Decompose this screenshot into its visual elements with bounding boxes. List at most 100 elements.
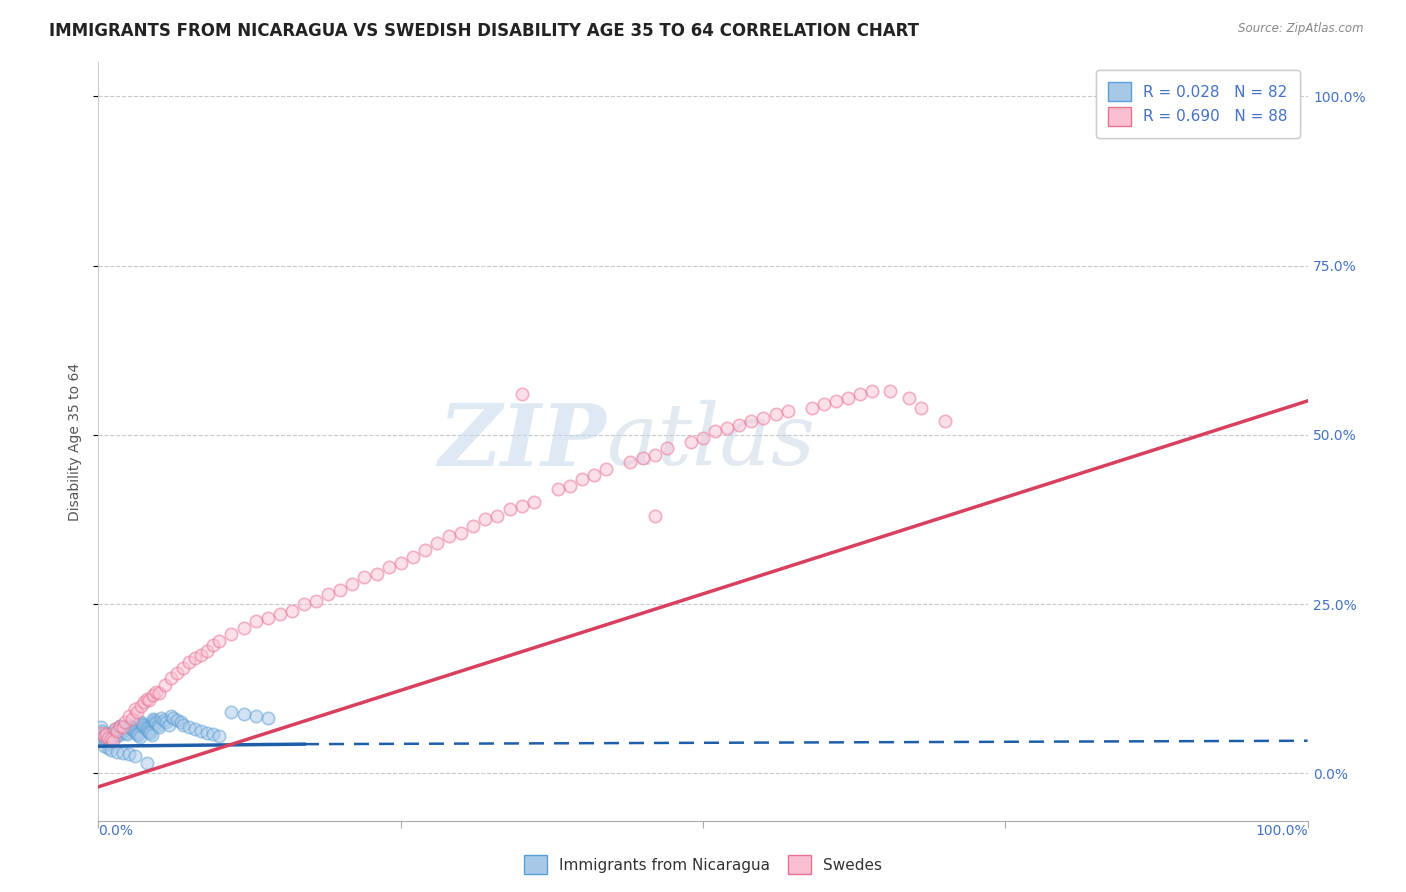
Point — [402, 549, 425, 564]
Point — [245, 614, 267, 628]
Point — [100, 742, 122, 756]
Point — [138, 725, 160, 739]
Point — [179, 655, 201, 669]
Point — [208, 634, 231, 648]
Point — [91, 725, 114, 739]
Point — [353, 570, 375, 584]
Point — [202, 638, 225, 652]
Point — [134, 695, 156, 709]
Point — [104, 723, 127, 737]
Point — [103, 731, 125, 745]
Legend: Immigrants from Nicaragua, Swedes: Immigrants from Nicaragua, Swedes — [517, 849, 889, 880]
Point — [825, 393, 848, 408]
Point — [160, 708, 183, 723]
Point — [100, 728, 122, 742]
Point — [426, 536, 449, 550]
Text: Source: ZipAtlas.com: Source: ZipAtlas.com — [1239, 22, 1364, 36]
Point — [437, 529, 460, 543]
Point — [135, 756, 157, 770]
Point — [704, 425, 727, 439]
Point — [105, 723, 128, 738]
Point — [93, 729, 115, 743]
Point — [450, 525, 472, 540]
Point — [146, 717, 169, 731]
Point — [190, 724, 212, 739]
Text: IMMIGRANTS FROM NICARAGUA VS SWEDISH DISABILITY AGE 35 TO 64 CORRELATION CHART: IMMIGRANTS FROM NICARAGUA VS SWEDISH DIS… — [49, 22, 920, 40]
Point — [100, 725, 122, 739]
Point — [129, 698, 152, 713]
Point — [97, 732, 120, 747]
Point — [157, 717, 180, 731]
Point — [510, 387, 533, 401]
Point — [910, 401, 932, 415]
Point — [155, 715, 177, 730]
Point — [897, 391, 920, 405]
Point — [111, 722, 134, 736]
Point — [716, 421, 738, 435]
Point — [124, 724, 146, 739]
Point — [94, 732, 117, 747]
Point — [619, 455, 641, 469]
Point — [110, 720, 132, 734]
Point — [125, 725, 148, 739]
Point — [120, 720, 142, 734]
Point — [96, 735, 118, 749]
Point — [463, 519, 485, 533]
Point — [202, 727, 225, 741]
Point — [221, 627, 243, 641]
Point — [813, 397, 835, 411]
Point — [692, 431, 714, 445]
Point — [127, 728, 149, 742]
Point — [800, 401, 823, 415]
Point — [91, 727, 114, 741]
Point — [127, 727, 149, 741]
Point — [97, 731, 120, 745]
Point — [329, 583, 352, 598]
Point — [245, 708, 267, 723]
Point — [111, 746, 134, 760]
Point — [150, 711, 173, 725]
Point — [837, 391, 859, 405]
Point — [100, 727, 122, 741]
Point — [124, 749, 146, 764]
Point — [752, 410, 775, 425]
Point — [679, 434, 702, 449]
Point — [94, 727, 117, 741]
Point — [190, 648, 212, 662]
Point — [97, 740, 120, 755]
Point — [108, 728, 131, 742]
Point — [139, 726, 162, 740]
Point — [571, 472, 593, 486]
Text: atlas: atlas — [606, 401, 815, 483]
Point — [148, 720, 170, 734]
Point — [195, 644, 218, 658]
Point — [135, 723, 157, 737]
Point — [93, 729, 115, 743]
Point — [135, 691, 157, 706]
Point — [118, 717, 141, 731]
Point — [96, 736, 118, 750]
Point — [342, 576, 364, 591]
Point — [131, 716, 153, 731]
Point — [221, 706, 243, 720]
Point — [114, 724, 136, 739]
Point — [118, 708, 141, 723]
Point — [152, 714, 174, 728]
Text: ZIP: ZIP — [439, 400, 606, 483]
Point — [305, 593, 328, 607]
Point — [101, 730, 124, 744]
Point — [166, 666, 188, 681]
Point — [256, 610, 278, 624]
Point — [389, 557, 412, 571]
Point — [124, 702, 146, 716]
Point — [135, 721, 157, 735]
Point — [166, 714, 188, 728]
Text: 100.0%: 100.0% — [1256, 824, 1308, 838]
Point — [104, 723, 127, 737]
Point — [195, 725, 218, 739]
Point — [269, 607, 291, 622]
Point — [136, 723, 159, 738]
Point — [644, 508, 666, 523]
Point — [127, 706, 149, 720]
Point — [523, 495, 546, 509]
